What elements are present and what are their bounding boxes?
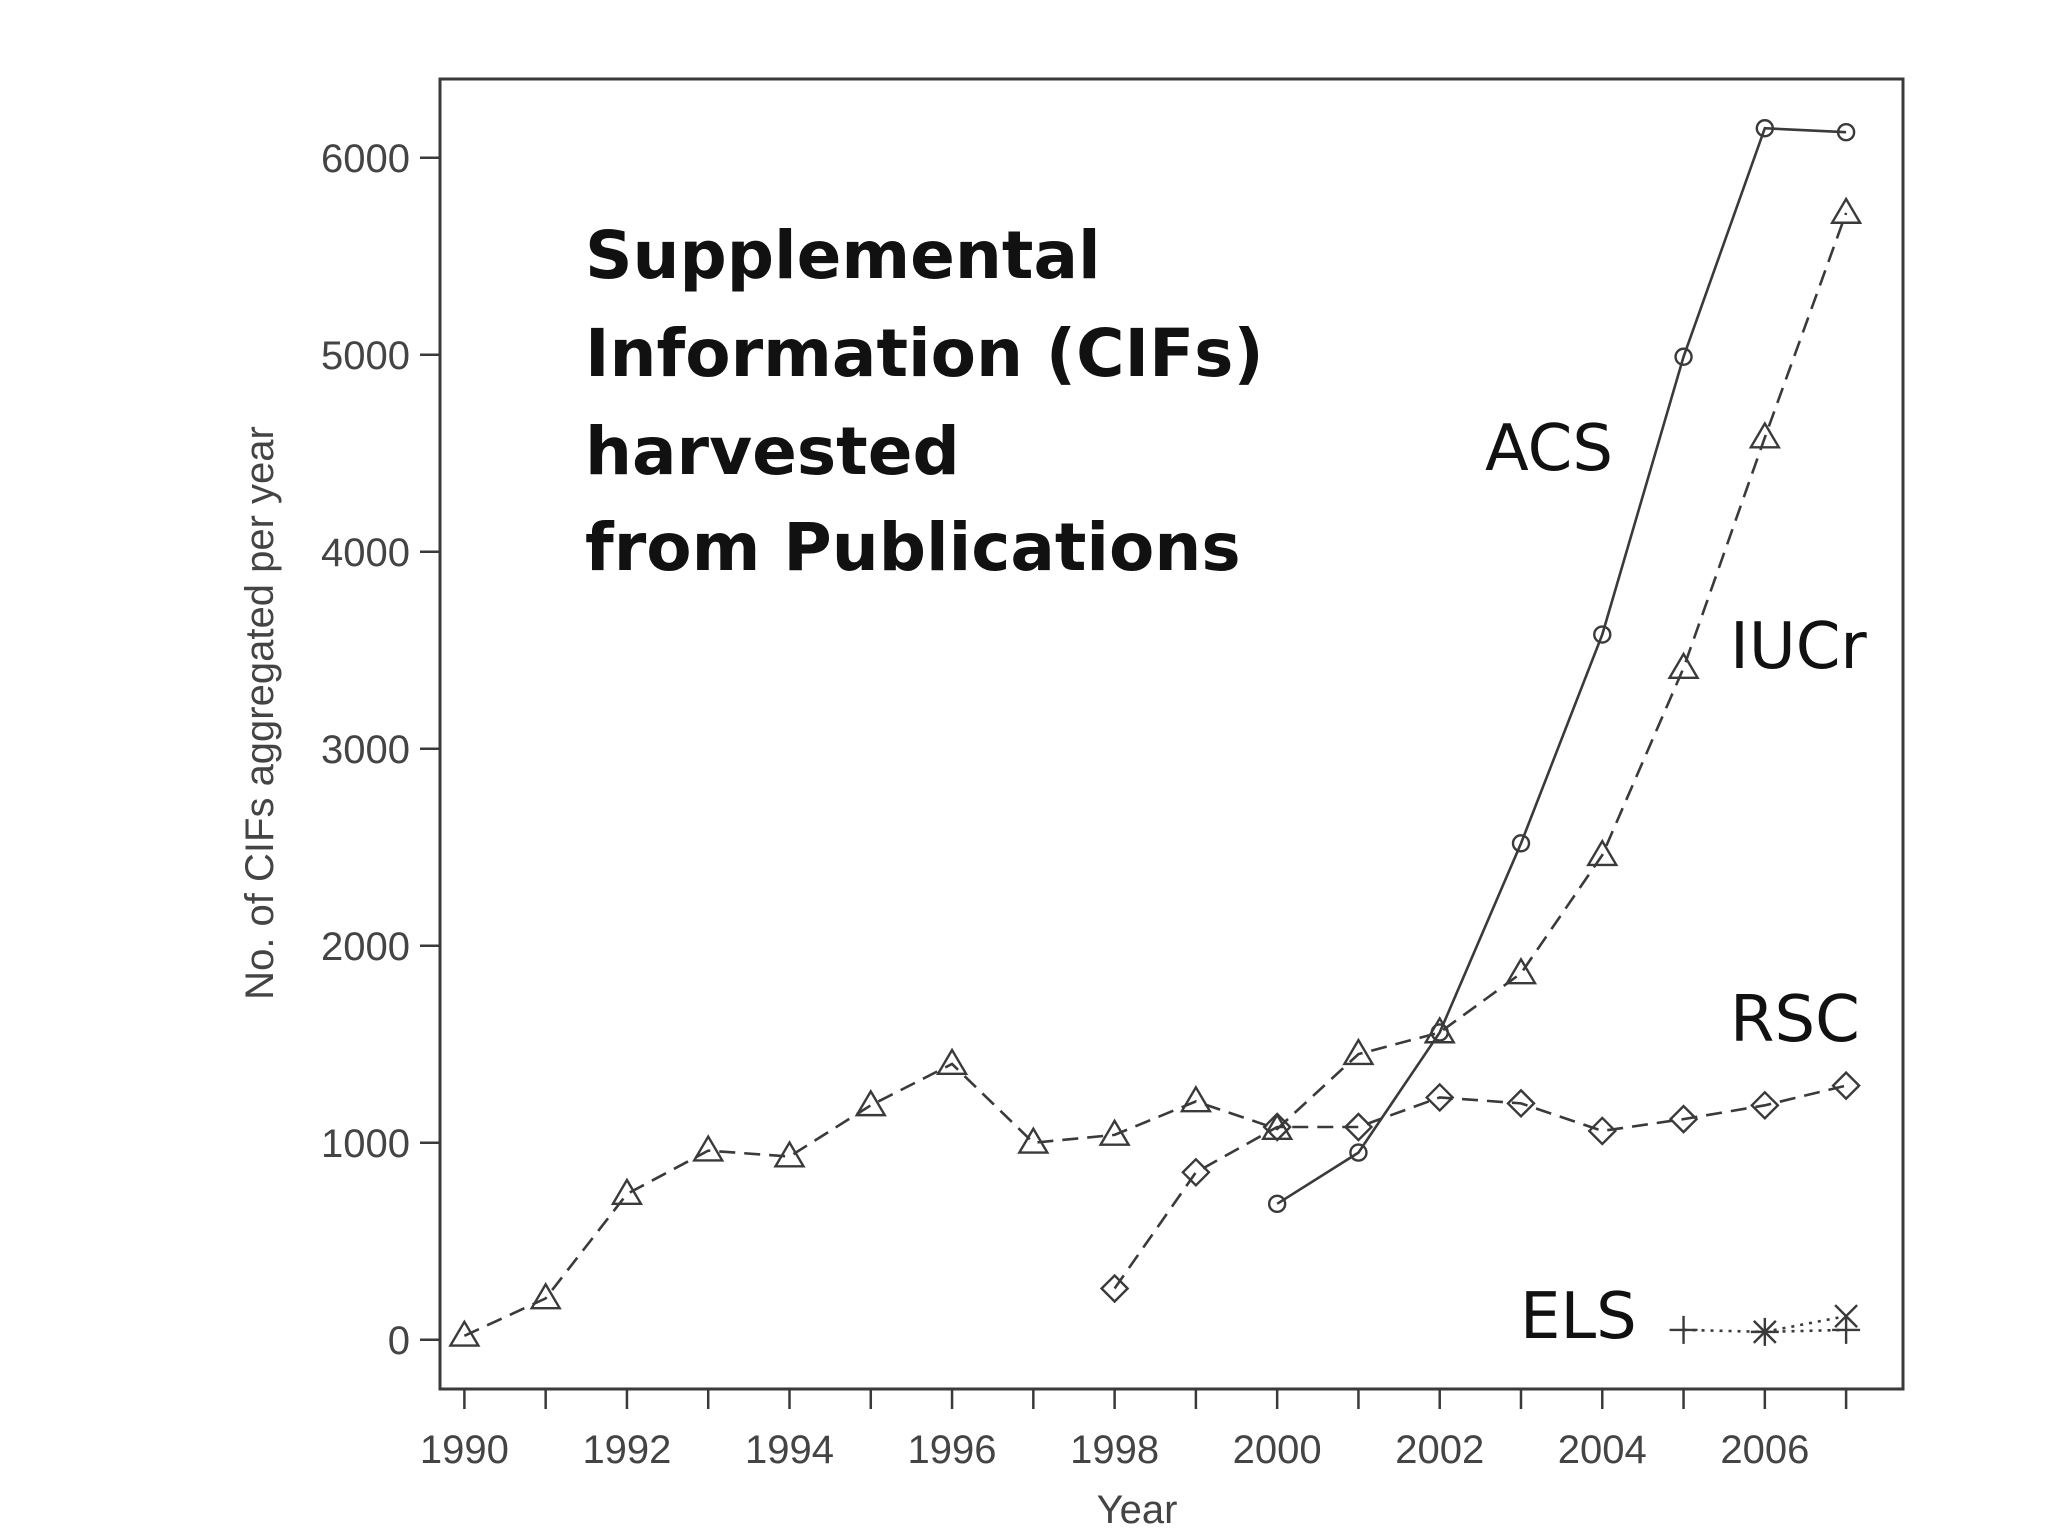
- data-point-circle: [1593, 625, 1612, 644]
- data-point-circle: [1674, 347, 1693, 366]
- y-tick-label: 5000: [321, 334, 410, 378]
- y-tick-label: 6000: [321, 137, 410, 181]
- y-axis-ticks: 0 1000 2000 3000 4000 5000 6000: [321, 137, 440, 1363]
- x-tick-label: 1990: [420, 1428, 509, 1472]
- series-layer: [448, 119, 1863, 1347]
- y-tick-label: 4000: [321, 531, 410, 575]
- x-axis-ticks: 1990 1992 1994 1996 1998 2000 2002 2004 2006: [420, 1389, 1848, 1472]
- x-tick-label: 1994: [745, 1428, 834, 1472]
- data-point-triangle: [1342, 1037, 1375, 1066]
- data-point-triangle: [935, 1047, 969, 1075]
- data-point-triangle: [529, 1282, 562, 1310]
- data-point-plus: [1669, 1315, 1698, 1344]
- data-point-diamond: [1668, 1104, 1699, 1134]
- data-point-diamond: [1425, 1082, 1455, 1113]
- data-point-triangle: [1423, 1016, 1456, 1044]
- data-point-diamond: [1831, 1070, 1861, 1101]
- data-point-circle: [1267, 1194, 1287, 1214]
- y-tick-label: 1000: [321, 1122, 410, 1166]
- data-point-cross: [1752, 1320, 1777, 1344]
- y-axis-title: No. of CIFs aggregated per year: [238, 426, 282, 1000]
- y-tick-label: 3000: [321, 728, 410, 772]
- data-point-diamond: [1099, 1273, 1130, 1304]
- annotation-line-1: Supplemental: [585, 217, 1101, 294]
- data-point-diamond: [1181, 1157, 1211, 1188]
- annotation-line-2: Information (CIFs): [585, 315, 1264, 392]
- x-tick-label: 1992: [582, 1428, 671, 1472]
- data-point-triangle: [1017, 1126, 1050, 1154]
- series-rsc: [1099, 1070, 1861, 1304]
- data-point-triangle: [610, 1177, 644, 1205]
- data-point-triangle: [1179, 1085, 1212, 1113]
- data-point-cross: [1834, 1304, 1858, 1328]
- data-point-triangle: [692, 1134, 725, 1162]
- data-point-circle: [1755, 119, 1775, 138]
- data-point-triangle: [1667, 651, 1700, 680]
- series-label-iucr: IUCr: [1730, 610, 1867, 684]
- data-point-triangle: [1830, 196, 1863, 224]
- data-point-diamond: [1262, 1112, 1292, 1142]
- annotation-line-3: harvested: [585, 413, 960, 490]
- series-label-els: ELS: [1520, 1280, 1637, 1354]
- data-point-triangle: [1504, 956, 1538, 985]
- x-tick-label: 2002: [1395, 1428, 1484, 1472]
- x-axis-title: Year: [1097, 1488, 1178, 1532]
- series-line-rsc: [1113, 1084, 1847, 1290]
- annotation-line-4: from Publications: [585, 509, 1241, 586]
- data-point-triangle: [773, 1140, 806, 1168]
- series-extra-4: [1752, 1304, 1858, 1344]
- data-point-plus: [1832, 1315, 1861, 1344]
- x-tick-label: 2006: [1720, 1428, 1809, 1472]
- data-point-triangle: [1098, 1118, 1131, 1146]
- data-point-diamond: [1506, 1088, 1536, 1119]
- annotation-block: Supplemental Information (CIFs) harveste…: [585, 217, 1264, 586]
- y-tick-label: 2000: [321, 925, 410, 969]
- series-line-acs: [1276, 126, 1847, 1205]
- data-point-triangle: [854, 1088, 887, 1117]
- x-tick-label: 1996: [908, 1428, 997, 1472]
- data-point-triangle: [448, 1319, 481, 1347]
- x-tick-label: 2004: [1558, 1428, 1647, 1472]
- data-point-diamond: [1343, 1112, 1374, 1142]
- series-label-rsc: RSC: [1730, 983, 1860, 1057]
- data-point-circle: [1349, 1143, 1368, 1162]
- data-point-diamond: [1750, 1090, 1780, 1121]
- data-point-triangle: [1748, 421, 1781, 449]
- plot-frame: [438, 77, 1905, 1391]
- series-label-acs: ACS: [1485, 412, 1613, 486]
- data-point-circle: [1511, 834, 1531, 853]
- x-tick-label: 1998: [1070, 1428, 1159, 1472]
- data-point-triangle: [1586, 838, 1619, 867]
- series-iucr: [448, 196, 1863, 1347]
- y-tick-label: 0: [388, 1319, 410, 1363]
- x-tick-label: 2000: [1233, 1428, 1322, 1472]
- data-point-circle: [1836, 122, 1856, 142]
- data-point-diamond: [1587, 1116, 1617, 1146]
